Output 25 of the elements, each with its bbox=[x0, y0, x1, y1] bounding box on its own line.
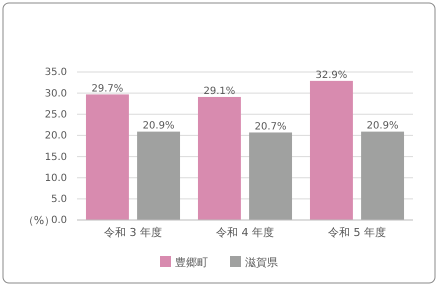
bar bbox=[361, 132, 404, 220]
x-tick-label: 令和 4 年度 bbox=[216, 226, 274, 239]
y-tick-label: 0.0 bbox=[51, 215, 67, 226]
y-tick-label: 25.0 bbox=[44, 109, 67, 120]
y-tick-label: 30.0 bbox=[44, 88, 67, 100]
y-tick-label: 5.0 bbox=[51, 194, 67, 206]
data-label: 29.1% bbox=[204, 86, 236, 97]
bar bbox=[249, 132, 292, 220]
data-label: 20.9% bbox=[366, 120, 398, 132]
y-tick-label: 10.0 bbox=[44, 172, 67, 184]
y-tick-label: 15.0 bbox=[44, 152, 67, 163]
bar bbox=[310, 80, 353, 220]
y-tick-label: 20.0 bbox=[44, 130, 67, 142]
y-tick-label: 35.0 bbox=[44, 67, 67, 78]
data-label: 32.9% bbox=[316, 70, 348, 81]
legend-label: 豊郷町 bbox=[175, 256, 208, 269]
data-label: 20.7% bbox=[254, 121, 286, 132]
bar bbox=[198, 96, 241, 220]
bar bbox=[137, 132, 180, 220]
data-label: 29.7% bbox=[92, 83, 124, 94]
data-label: 20.9% bbox=[142, 120, 174, 132]
x-tick-label: 令和 3 年度 bbox=[104, 226, 162, 239]
x-tick-label: 令和 5 年度 bbox=[328, 226, 386, 239]
legend-label: 滋賀県 bbox=[245, 256, 278, 269]
bar bbox=[86, 94, 129, 220]
